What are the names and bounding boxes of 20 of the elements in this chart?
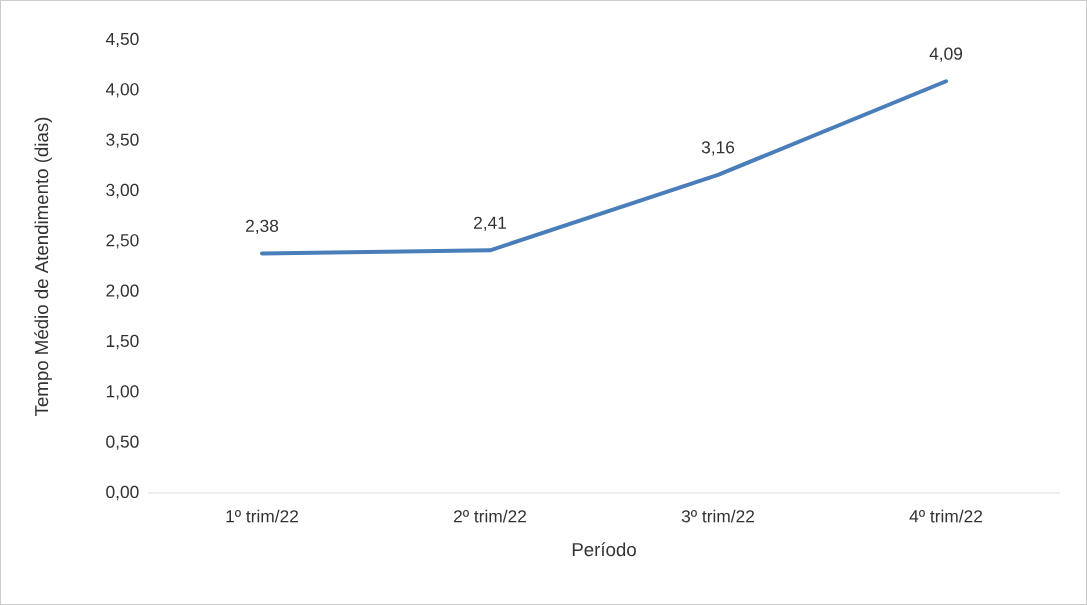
data-label: 2,41 [474, 216, 507, 231]
y-tick-label: 3,00 [106, 183, 139, 199]
data-label: 4,09 [929, 47, 963, 62]
data-label: 3,16 [701, 141, 735, 156]
data-label: 2,38 [246, 219, 279, 235]
y-axis-title: Tempo Médio de Atendimento (dias) [34, 117, 52, 417]
y-tick-label: 0,50 [106, 435, 139, 450]
x-axis-title: Período [572, 542, 636, 557]
x-tick-label: 1º trim/22 [226, 509, 298, 523]
y-tick-label: 1,00 [106, 385, 139, 400]
x-tick-label: 2º trim/22 [454, 509, 526, 523]
y-tick-label: 1,50 [106, 334, 139, 350]
y-tick-label: 4,00 [105, 83, 139, 98]
x-tick-label: 4º trim/22 [909, 509, 983, 523]
x-tick-label: 3º trim/22 [681, 509, 754, 523]
y-tick-label: 4,50 [105, 32, 139, 48]
y-tick-label: 2,50 [106, 234, 139, 249]
y-tick-label: 3,50 [106, 133, 139, 148]
y-tick-label: 0,00 [106, 485, 139, 501]
y-tick-label: 2,00 [106, 284, 139, 299]
